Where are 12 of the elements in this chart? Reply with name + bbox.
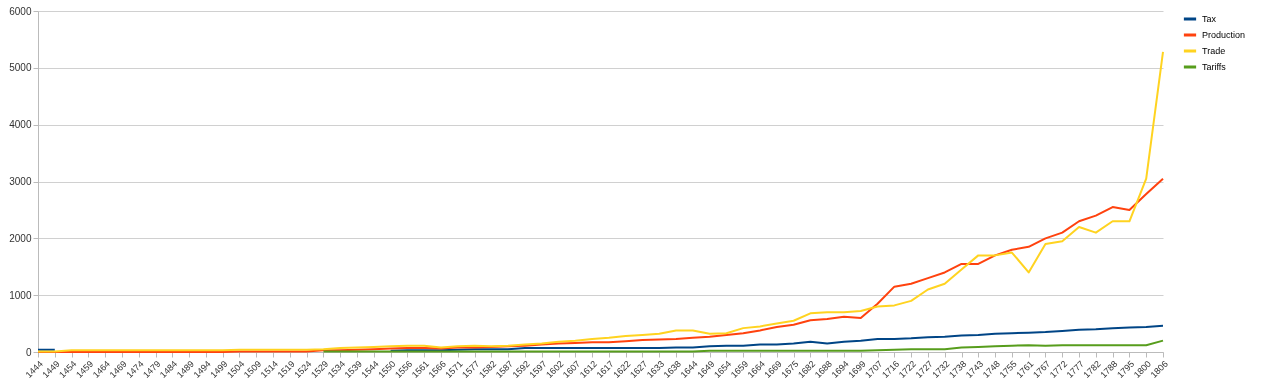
- y-tick-label: 1000: [9, 289, 32, 301]
- y-tick-label: 3000: [9, 176, 32, 187]
- y-tick-label: 4000: [9, 119, 32, 131]
- y-tick-label: 0: [25, 346, 32, 358]
- y-tick-label: 6000: [9, 5, 32, 17]
- legend-label: Trade: [1202, 46, 1226, 56]
- legend-label: Tariffs: [1202, 62, 1227, 72]
- legend-label: Production: [1202, 30, 1246, 40]
- y-tick-label: 5000: [9, 62, 32, 74]
- line-series: [322, 339, 1164, 353]
- y-tick-label: 2000: [9, 232, 32, 244]
- legend-label: Tax: [1202, 14, 1217, 24]
